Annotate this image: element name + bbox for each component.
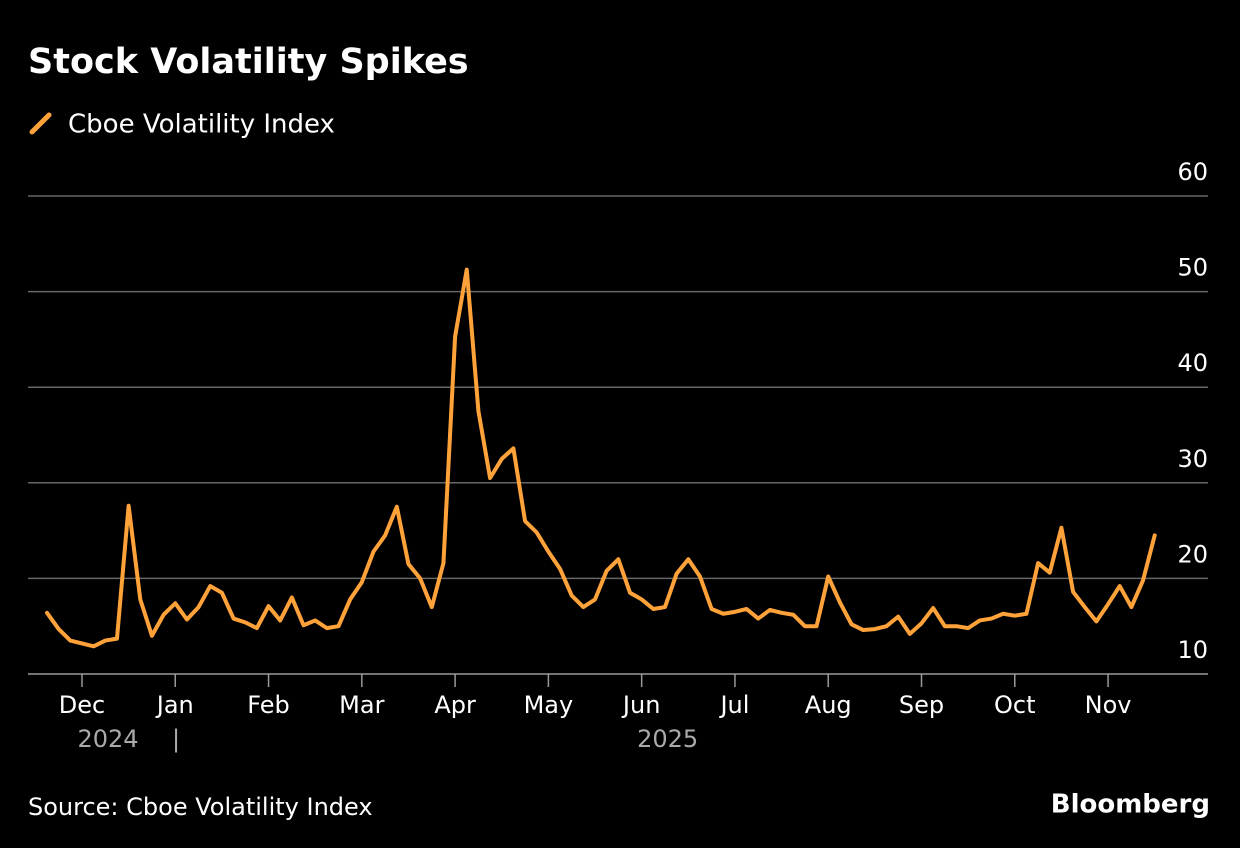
x-tick-label: Apr bbox=[434, 691, 476, 719]
y-tick-label: 30 bbox=[1177, 445, 1208, 473]
legend-icon bbox=[29, 112, 52, 135]
legend-label: Cboe Volatility Index bbox=[68, 110, 335, 140]
y-tick-label: 10 bbox=[1177, 636, 1208, 664]
x-tick-label: Sep bbox=[899, 691, 944, 719]
y-tick-label: 50 bbox=[1177, 254, 1208, 282]
x-tick-label: Jun bbox=[621, 691, 661, 719]
x-tick-label: Mar bbox=[339, 691, 384, 719]
x-tick-label: Oct bbox=[994, 691, 1036, 719]
year-separator: | bbox=[172, 725, 180, 753]
chart-title: Stock Volatility Spikes bbox=[28, 42, 469, 82]
year-label: 2025 bbox=[637, 725, 698, 753]
logo: Bloomberg bbox=[1051, 790, 1210, 820]
series-line bbox=[45, 267, 1157, 649]
x-tick-label: May bbox=[524, 691, 574, 719]
x-tick-label: Aug bbox=[805, 691, 852, 719]
y-tick-label: 40 bbox=[1177, 349, 1208, 377]
year-label: 2024 bbox=[77, 725, 138, 753]
x-tick-label: Jul bbox=[718, 691, 749, 719]
x-tick-label: Nov bbox=[1085, 691, 1132, 719]
y-tick-label: 60 bbox=[1177, 158, 1208, 186]
y-tick-label: 20 bbox=[1177, 540, 1208, 568]
x-tick-label: Feb bbox=[247, 691, 290, 719]
x-tick-label: Jan bbox=[155, 691, 194, 719]
x-tick-label: Dec bbox=[59, 691, 105, 719]
source: Source: Cboe Volatility Index bbox=[28, 793, 373, 821]
